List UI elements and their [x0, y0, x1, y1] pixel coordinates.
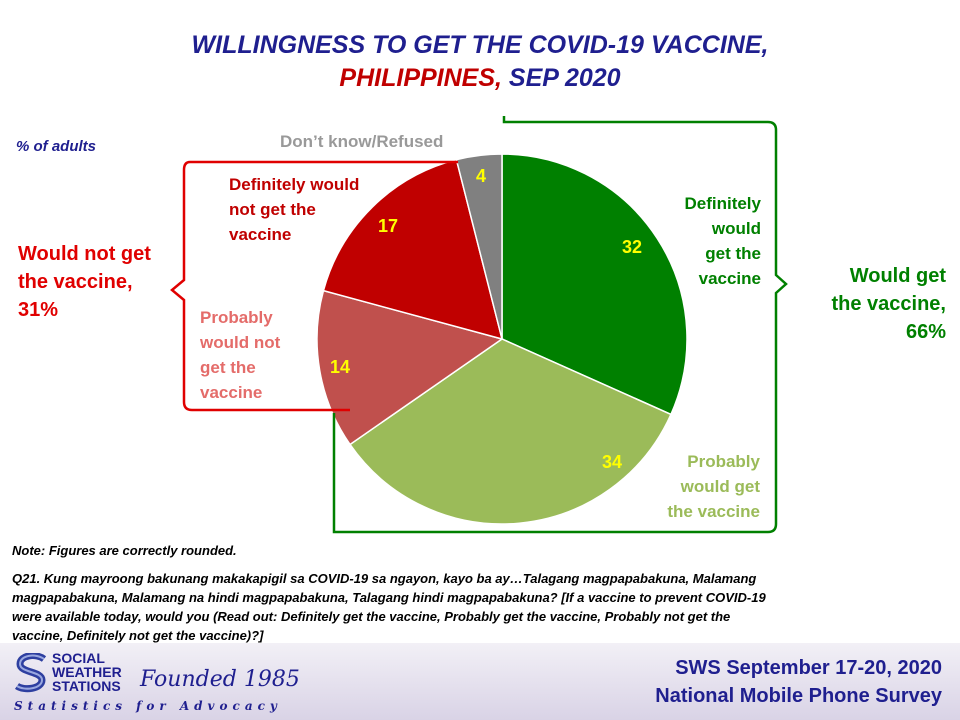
chart-title-date: SEP 2020 [501, 64, 621, 92]
group-label-would-not-get: Would not get the vaccine, 31% [18, 243, 151, 321]
chart-title-line1: WILLINGNESS TO GET THE COVID-19 VACCINE, [191, 31, 769, 59]
tagline: Statistics for Advocacy [14, 699, 282, 713]
footer-bar: SOCIAL WEATHER STATIONS Founded 1985 Stati… [0, 643, 960, 720]
survey-type: National Mobile Phone Survey [655, 685, 942, 707]
value-label-definitely-get: 32 [622, 237, 643, 257]
would-not-bracket [170, 160, 458, 412]
slice-label-dont-know: Don’t know/Refused [280, 132, 444, 151]
founded-text: Founded 1985 [140, 667, 300, 692]
slice-definitely-not-get [322, 158, 504, 341]
slice-dont-know [455, 153, 503, 340]
would-get-bracket [332, 116, 788, 534]
slice-probably-not-get [316, 289, 504, 446]
note-rounding: Note: Figures are correctly rounded. [12, 543, 237, 558]
chart-subtitle: % of adults [16, 138, 97, 155]
value-label-probably-get: 34 [602, 452, 623, 472]
value-label-probably-not-get: 14 [330, 357, 351, 377]
survey-date: SWS September 17-20, 2020 [675, 657, 942, 679]
pie-slices [316, 153, 688, 525]
value-label-definitely-not-get: 17 [378, 216, 399, 236]
slice-definitely-get [501, 153, 688, 416]
value-label-dont-know: 4 [476, 166, 487, 186]
slice-label-probably-not-get: Probably would not get the vaccine [200, 308, 281, 402]
chart-title-country: PHILIPPINES, [339, 64, 502, 92]
slice-label-definitely-not-get: Definitely would not get the vaccine [229, 175, 360, 244]
question-text: Q21. Kung mayroong bakunang makakapigil … [12, 571, 766, 643]
group-label-would-get: Would get the vaccine, 66% [831, 265, 946, 343]
chart-title-line2: PHILIPPINES, SEP 2020 [0, 63, 960, 94]
slice-label-probably-get: Probably would get the vaccine [667, 452, 760, 521]
sws-logo-text: SOCIAL WEATHER STATIONS [52, 650, 122, 694]
sws-logo-icon [14, 653, 47, 693]
slice-probably-get [348, 338, 672, 525]
slice-label-definitely-get: Definitely would get the vaccine [684, 194, 761, 288]
